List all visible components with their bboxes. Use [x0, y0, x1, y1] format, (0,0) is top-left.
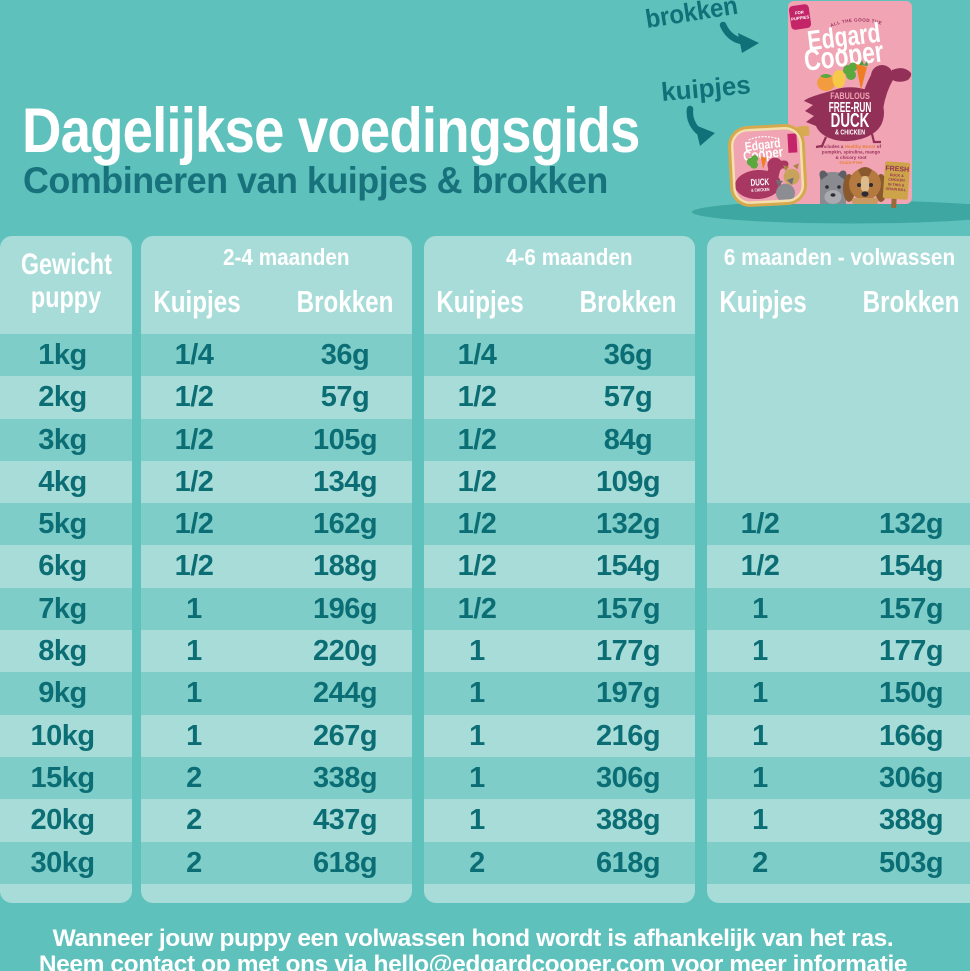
svg-text:pumpkin, spirulina, mango: pumpkin, spirulina, mango — [822, 150, 881, 155]
svg-text:PUPPIES: PUPPIES — [791, 14, 810, 22]
svg-text:FABULOUS: FABULOUS — [830, 91, 870, 101]
svg-text:DUCK: DUCK — [750, 177, 769, 189]
svg-text:Edgard: Edgard — [744, 136, 781, 155]
svg-text:DUCK &: DUCK & — [890, 173, 905, 178]
svg-text:DUCK: DUCK — [831, 109, 870, 131]
svg-text:& chicory root: & chicory root — [835, 155, 867, 160]
svg-text:IN THIS &: IN THIS & — [888, 182, 905, 187]
svg-text:Grain-Free: Grain-Free — [839, 160, 863, 165]
svg-text:FOR: FOR — [795, 9, 804, 15]
svg-text:FRESH: FRESH — [885, 165, 909, 174]
svg-text:GRAIN BILL: GRAIN BILL — [885, 187, 907, 192]
svg-text:kuipjes: kuipjes — [660, 69, 752, 107]
svg-text:& CHICKEN: & CHICKEN — [751, 186, 770, 193]
svg-text:& CHICKEN: & CHICKEN — [835, 129, 865, 137]
svg-text:FREE-RUN: FREE-RUN — [829, 98, 872, 115]
svg-text:CHICKEN: CHICKEN — [888, 177, 905, 182]
svg-text:Includes a Healthy Boost of: Includes a Healthy Boost of — [821, 144, 882, 149]
